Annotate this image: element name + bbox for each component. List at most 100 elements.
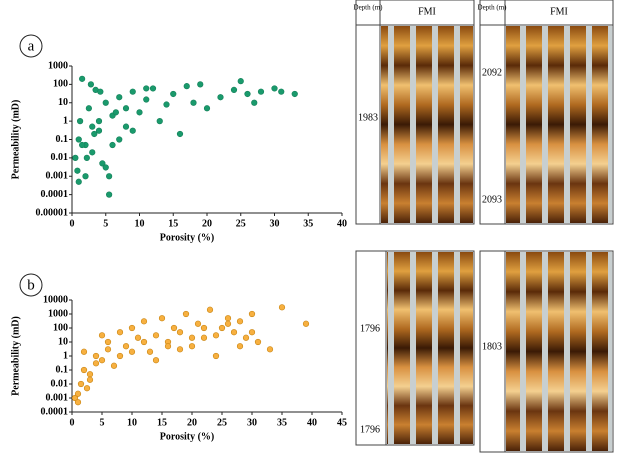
depth-label: 1983: [358, 112, 378, 123]
point: [128, 348, 136, 355]
point: [146, 348, 154, 355]
point: [129, 127, 136, 134]
y-tick-label: 100: [53, 322, 68, 333]
point: [74, 399, 82, 406]
y-axis-title: Permeability (mD): [10, 100, 21, 180]
point: [291, 90, 298, 98]
x-tick-label: 45: [337, 417, 347, 428]
point: [95, 127, 103, 134]
y-tick-label: 0.1: [56, 364, 69, 375]
point: [203, 105, 211, 112]
point: [106, 173, 113, 180]
y-tick-label: 0.0001: [41, 189, 69, 200]
point: [164, 343, 172, 350]
depth-header: Depth (m): [354, 4, 384, 12]
point: [82, 173, 89, 180]
y-tick-label: 1: [63, 350, 68, 361]
y-tick-label: 0.00001: [36, 207, 69, 218]
point: [136, 109, 143, 116]
point: [188, 334, 196, 341]
point: [122, 105, 130, 112]
y-tick-label: 1: [63, 115, 68, 126]
point: [71, 394, 79, 402]
point: [80, 366, 88, 374]
point: [152, 357, 160, 364]
point: [140, 318, 148, 325]
point: [170, 90, 177, 98]
point: [163, 101, 170, 108]
point: [80, 348, 88, 355]
point: [122, 123, 130, 130]
y-tick-label: 0.001: [46, 392, 69, 403]
point: [106, 191, 113, 198]
fmi-header: FMI: [418, 6, 436, 17]
y-tick-label: 0.01: [51, 152, 69, 163]
point: [98, 332, 106, 339]
point: [251, 99, 258, 106]
x-tick-label: 25: [217, 417, 227, 428]
point: [89, 149, 96, 156]
point: [176, 130, 184, 138]
point: [75, 136, 82, 143]
point: [92, 360, 100, 367]
y-tick-label: 0.0001: [41, 406, 69, 417]
point: [79, 75, 86, 82]
x-tick-label: 5: [103, 218, 108, 229]
y-tick-label: 10000: [43, 294, 68, 305]
x-tick-label: 0: [70, 417, 75, 428]
point: [224, 315, 232, 322]
point: [76, 118, 84, 125]
point: [79, 141, 86, 149]
point: [230, 86, 238, 94]
depth-label: 1796: [360, 323, 380, 334]
point: [83, 154, 90, 161]
fmi-panel: Depth (m) FMI 1983: [354, 0, 475, 225]
point: [212, 332, 220, 339]
x-tick-label: 35: [303, 218, 313, 229]
point: [74, 167, 81, 174]
point: [77, 380, 85, 388]
point: [244, 90, 251, 98]
point: [89, 123, 96, 130]
point: [104, 338, 112, 346]
point: [197, 81, 204, 88]
point: [242, 334, 250, 341]
point: [99, 160, 106, 167]
point: [194, 320, 202, 327]
point: [176, 329, 184, 336]
depth-label: 2092: [482, 67, 502, 78]
depth-header: Depth (m): [478, 4, 508, 12]
point: [302, 320, 310, 327]
y-axis-title: Permeability (mD): [10, 316, 21, 396]
depth-label: 1796: [360, 424, 380, 435]
point: [97, 88, 104, 95]
point: [75, 178, 82, 185]
y-tick-label: 100: [53, 79, 68, 90]
point: [83, 385, 91, 392]
x-tick-label: 35: [277, 417, 287, 428]
point: [182, 310, 190, 318]
point: [248, 329, 256, 336]
point: [129, 88, 136, 95]
point: [200, 334, 208, 341]
x-tick-label: 40: [337, 218, 347, 229]
point: [158, 315, 166, 322]
point: [212, 352, 220, 360]
fmi-panel: Depth (m) FMI 2092 2093: [478, 0, 614, 225]
x-tick-label: 5: [100, 417, 105, 428]
point: [85, 105, 92, 112]
point: [149, 85, 157, 92]
point: [236, 343, 244, 350]
y-tick-label: 0.1: [56, 134, 69, 145]
point: [237, 78, 244, 85]
y-tick-label: 10: [58, 97, 68, 108]
point: [143, 96, 150, 103]
point: [112, 109, 119, 116]
point: [86, 376, 94, 383]
x-tick-label: 20: [202, 218, 212, 229]
point: [86, 371, 94, 378]
point: [217, 94, 224, 101]
point: [152, 332, 160, 339]
